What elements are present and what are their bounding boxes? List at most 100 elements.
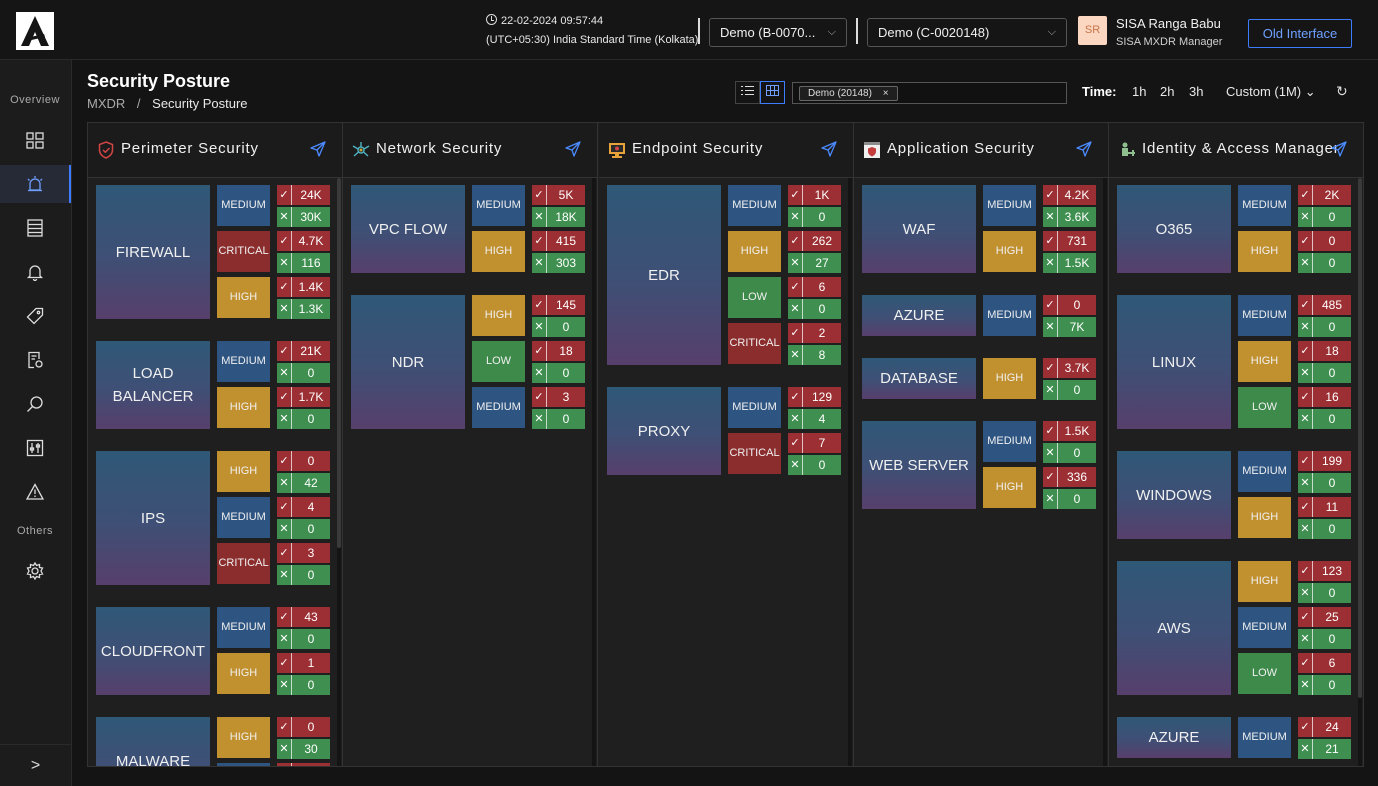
unresolved-count[interactable]: ✕ 8 [788,345,841,365]
resolved-count[interactable]: ✓ 18 [1298,341,1351,361]
resolved-count[interactable]: ✓ 1.4K [277,277,330,297]
unresolved-count[interactable]: ✕ 0 [1298,409,1351,429]
severity-badge-critical[interactable]: CRITICAL [217,231,270,272]
resolved-count[interactable]: ✓ 2K [1298,185,1351,205]
send-icon[interactable] [1331,141,1347,162]
resolved-count[interactable]: ✓ 145 [532,295,585,315]
sidebar-item-reports[interactable] [0,341,71,379]
severity-badge-high[interactable]: HIGH [983,467,1036,508]
sidebar-item-search[interactable] [0,385,71,423]
resolved-count[interactable]: ✓ 11 [1298,497,1351,517]
severity-badge-high[interactable]: HIGH [983,231,1036,272]
unresolved-count[interactable]: ✕ 0 [1298,629,1351,649]
column-scrollbar[interactable] [592,178,596,766]
source-tile-ips[interactable]: IPS [96,451,210,585]
unresolved-count[interactable]: ✕ 0 [1298,253,1351,273]
source-tile-vpc-flow[interactable]: VPC FLOW [351,185,465,273]
resolved-count[interactable]: ✓ 7 [788,433,841,453]
tenant-dropdown-1[interactable]: Demo (B-0070... ⌵ [709,18,847,47]
logo-icon[interactable] [16,12,54,50]
severity-badge-medium[interactable]: MEDIUM [728,185,781,226]
tenant-dropdown-2[interactable]: Demo (C-0020148) ⌵ [867,18,1067,47]
source-tile-malware[interactable]: MALWARE [96,717,210,766]
unresolved-count[interactable]: ✕ 18K [532,207,585,227]
sidebar-item-tags[interactable] [0,297,71,335]
resolved-count[interactable]: ✓ 129 [788,387,841,407]
time-2h-button[interactable]: 2h [1160,84,1175,99]
unresolved-count[interactable]: ✕ 0 [277,675,330,695]
resolved-count[interactable]: ✓ 21K [277,341,330,361]
source-tile-azure[interactable]: AZURE [862,295,976,336]
severity-badge-high[interactable]: HIGH [1238,561,1291,602]
severity-badge-high[interactable]: HIGH [217,451,270,492]
resolved-count[interactable]: ✓ 123 [1298,561,1351,581]
resolved-count[interactable]: ✓ 4.7K [277,231,330,251]
resolved-count[interactable]: ✓ [277,763,330,766]
unresolved-count[interactable]: ✕ 4 [788,409,841,429]
resolved-count[interactable]: ✓ 731 [1043,231,1096,251]
breadcrumb-root[interactable]: MXDR [87,96,126,111]
source-tile-firewall[interactable]: FIREWALL [96,185,210,319]
unresolved-count[interactable]: ✕ 0 [277,363,330,383]
send-icon[interactable] [310,141,326,162]
resolved-count[interactable]: ✓ 336 [1043,467,1096,487]
resolved-count[interactable]: ✓ 6 [1298,653,1351,673]
send-icon[interactable] [1076,141,1092,162]
sidebar-item-security-posture[interactable] [0,165,71,203]
unresolved-count[interactable]: ✕ 0 [1298,473,1351,493]
severity-badge-high[interactable]: HIGH [217,717,270,758]
severity-badge-low[interactable]: LOW [1238,653,1291,694]
unresolved-count[interactable]: ✕ 0 [532,409,585,429]
severity-badge-medium[interactable]: MEDIUM [472,185,525,226]
resolved-count[interactable]: ✓ 0 [1298,231,1351,251]
resolved-count[interactable]: ✓ 3 [277,543,330,563]
column-scrollbar[interactable] [1103,178,1107,766]
severity-badge-high[interactable]: HIGH [728,231,781,272]
severity-badge-medium[interactable]: MEDIUM [472,387,525,428]
resolved-count[interactable]: ✓ 24 [1298,717,1351,737]
resolved-count[interactable]: ✓ 43 [277,607,330,627]
resolved-count[interactable]: ✓ 5K [532,185,585,205]
severity-badge-medium[interactable]: MEDIUM [217,607,270,648]
severity-badge-critical[interactable]: CRITICAL [217,543,270,584]
severity-badge-medium[interactable]: MEDIUM [1238,451,1291,492]
resolved-count[interactable]: ✓ 415 [532,231,585,251]
resolved-count[interactable]: ✓ 3.7K [1043,358,1096,378]
resolved-count[interactable]: ✓ 0 [277,717,330,737]
refresh-button[interactable]: ↻ [1336,83,1348,99]
resolved-count[interactable]: ✓ 2 [788,323,841,343]
severity-badge-high[interactable]: HIGH [1238,231,1291,272]
severity-badge-high[interactable]: HIGH [472,231,525,272]
unresolved-count[interactable]: ✕ 0 [277,409,330,429]
severity-badge-low[interactable]: LOW [1238,387,1291,428]
resolved-count[interactable]: ✓ 3 [532,387,585,407]
unresolved-count[interactable]: ✕ 0 [277,629,330,649]
resolved-count[interactable]: ✓ 1.7K [277,387,330,407]
unresolved-count[interactable]: ✕ 21 [1298,739,1351,759]
column-scrollbar[interactable] [337,178,341,766]
unresolved-count[interactable]: ✕ 0 [1043,443,1096,463]
unresolved-count[interactable]: ✕ 30K [277,207,330,227]
unresolved-count[interactable]: ✕ 0 [1298,363,1351,383]
unresolved-count[interactable]: ✕ 0 [1298,519,1351,539]
source-tile-load-balancer[interactable]: LOAD BALANCER [96,341,210,429]
unresolved-count[interactable]: ✕ 27 [788,253,841,273]
custom-time-dropdown[interactable]: Custom (1M) ⌄ [1226,84,1316,100]
source-tile-database[interactable]: DATABASE [862,358,976,399]
sidebar-item-settings[interactable] [0,552,71,590]
time-3h-button[interactable]: 3h [1189,84,1204,99]
column-scrollbar[interactable] [1358,178,1362,766]
resolved-count[interactable]: ✓ 199 [1298,451,1351,471]
unresolved-count[interactable]: ✕ 0 [788,207,841,227]
unresolved-count[interactable]: ✕ 0 [1298,317,1351,337]
resolved-count[interactable]: ✓ 16 [1298,387,1351,407]
severity-badge-medium[interactable]: MEDIUM [1238,295,1291,336]
severity-badge-high[interactable]: HIGH [472,295,525,336]
resolved-count[interactable]: ✓ 0 [277,451,330,471]
resolved-count[interactable]: ✓ 6 [788,277,841,297]
severity-badge-medium[interactable]: MEDIUM [1238,185,1291,226]
avatar[interactable]: SR [1078,16,1107,45]
unresolved-count[interactable]: ✕ 0 [1298,675,1351,695]
source-tile-waf[interactable]: WAF [862,185,976,273]
source-tile-o365[interactable]: O365 [1117,185,1231,273]
